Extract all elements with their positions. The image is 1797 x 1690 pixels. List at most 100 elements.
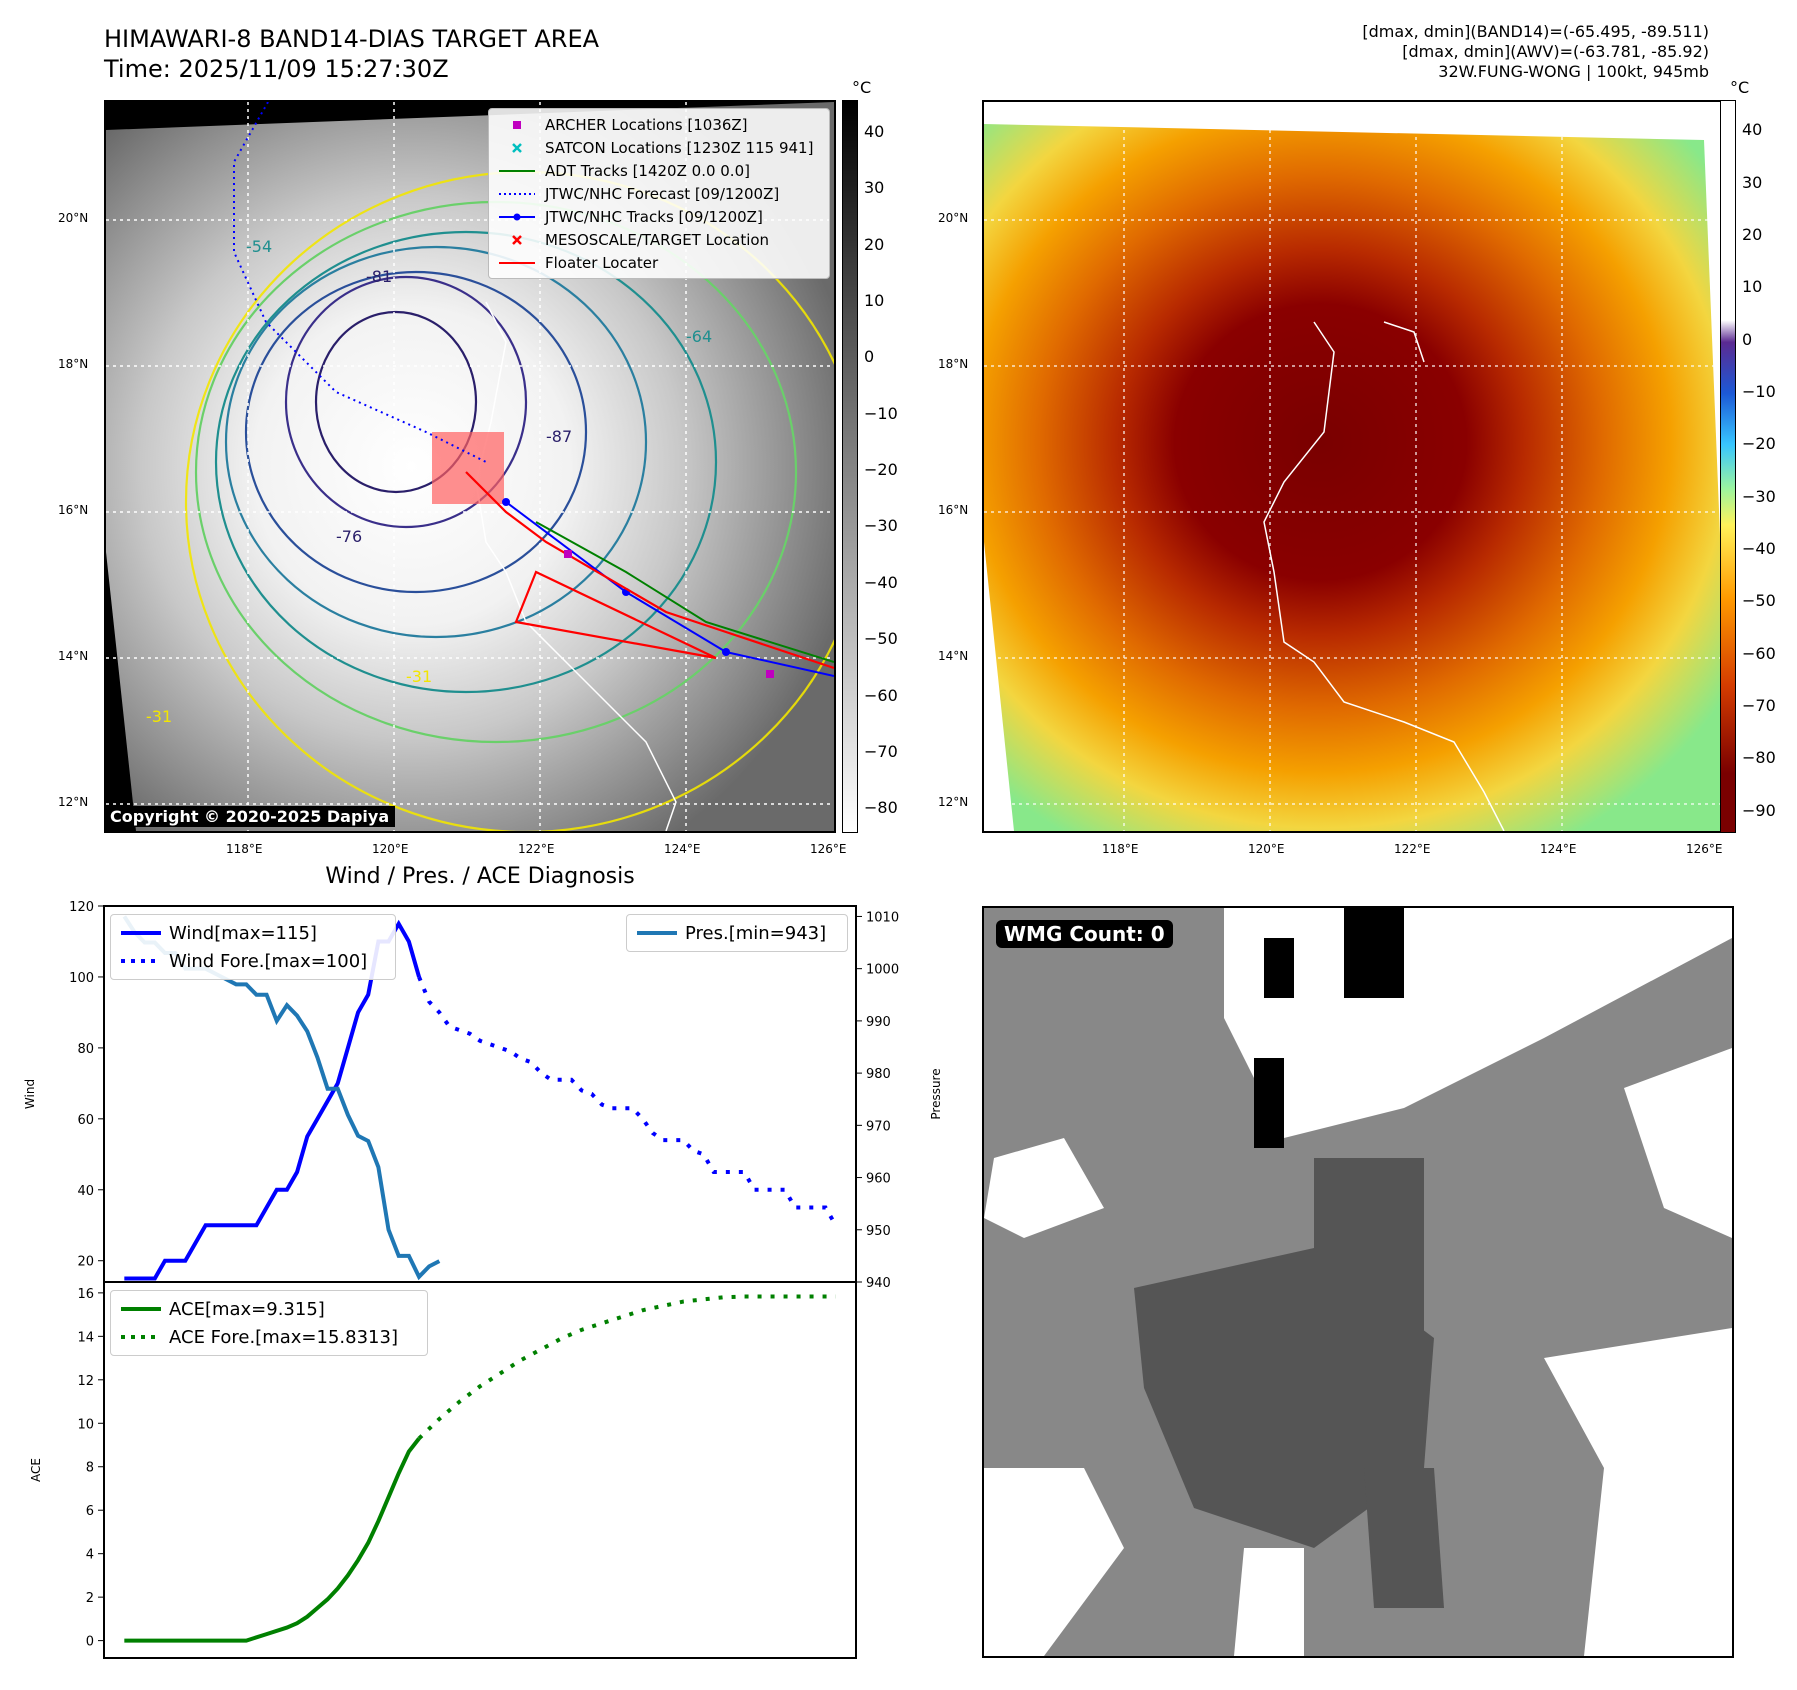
svg-text:-76: -76 [336,527,362,546]
lat-label: 14°N [58,649,89,663]
lat-label: 18°N [58,357,89,371]
legend-marker [495,211,539,223]
wmg-image [984,908,1732,1656]
legend-marker [495,234,539,246]
legend-marker [495,165,539,177]
colorbar-tick-label: 0 [1742,329,1753,349]
svg-text:-87: -87 [546,427,572,446]
map-legend: ARCHER Locations [1036Z] SATCON Locations… [488,108,830,279]
y-tick-label: 12 [77,1374,94,1389]
awv-colorbar [1720,100,1736,833]
y-tick-label-right: 970 [866,1119,891,1134]
legend-label: JTWC/NHC Forecast [09/1200Z] [545,184,780,203]
svg-text:-64: -64 [686,327,712,346]
lat-label: 20°N [58,211,89,225]
legend-label: ACE Fore.[max=15.8313] [169,1326,398,1348]
colorbar-tick-label: 30 [864,178,885,198]
colorbar-tick-label: 30 [1742,172,1763,192]
y-tick-label-right: 1010 [866,910,899,925]
legend-label: MESOSCALE/TARGET Location [545,230,770,249]
series-line [417,1294,836,1440]
y-tick-label: 20 [77,1255,94,1270]
legend-marker [495,119,539,131]
colorbar-tick-label: 10 [864,290,885,310]
colorbar-tick-label: 0 [864,347,875,367]
legend-marker [119,927,163,939]
lon-label: 118°E [226,842,263,856]
figure-info: [dmax, dmin](BAND14)=(-65.495, -89.511) … [1362,22,1709,81]
band14-colorbar [842,100,858,833]
colorbar-unit: °C [852,78,872,97]
legend-label: Floater Locater [545,253,659,272]
y-tick-label-right: 990 [866,1015,891,1030]
legend-item: SATCON Locations [1230Z 115 941] [495,136,823,159]
colorbar-tick-label: 40 [864,121,885,141]
awv-map-image [984,102,1732,831]
lon-label: 122°E [518,842,555,856]
series-line [417,976,838,1227]
svg-text:-31: -31 [406,667,432,686]
legend-marker [119,1303,163,1315]
colorbar-tick-label: −60 [1742,643,1776,663]
y-tick-label-right: 980 [866,1067,891,1082]
lat-label: 20°N [938,211,969,225]
legend-item: JTWC/NHC Forecast [09/1200Z] [495,182,823,205]
wmg-panel [982,906,1734,1658]
colorbar-tick-label: −80 [864,798,898,818]
legend-label: Pres.[min=943] [685,922,827,944]
lon-label: 120°E [1248,842,1285,856]
ace-y-axis-label: ACE [29,1458,43,1482]
legend-marker [635,927,679,939]
y-tick-label: 40 [77,1184,94,1199]
y-tick-label: 10 [77,1417,94,1432]
lat-label: 12°N [58,795,89,809]
band14-map-panel: -31 -31 -54 -64 -81 -76 -87 [104,100,836,833]
lat-label: 16°N [938,503,969,517]
lat-label: 14°N [938,649,969,663]
legend-label: ADT Tracks [1420Z 0.0 0.0] [545,161,750,180]
colorbar-tick-label: −90 [1742,800,1776,820]
colorbar-tick-label: −70 [1742,696,1776,716]
colorbar-tick-label: −30 [1742,486,1776,506]
colorbar-tick-label: −50 [1742,591,1776,611]
lat-label: 16°N [58,503,89,517]
legend-item: ACE[max=9.315] [119,1295,419,1323]
band14-map-image: -31 -31 -54 -64 -81 -76 -87 [106,102,834,831]
y-tick-label-right: 950 [866,1224,891,1239]
wmg-count-label: WMG Count: 0 [996,920,1173,948]
legend-item: Floater Locater [495,251,823,274]
colorbar-tick-label: −10 [864,403,898,423]
legend-item: Wind Fore.[max=100] [119,947,387,975]
figure-title: HIMAWARI-8 BAND14-DIAS TARGET AREA Time:… [104,25,600,83]
lon-label: 124°E [1540,842,1577,856]
colorbar-tick-label: −80 [1742,748,1776,768]
colorbar-tick-label: 20 [1742,224,1763,244]
legend-marker [119,1331,163,1343]
legend-item: ACE Fore.[max=15.8313] [119,1323,419,1351]
ace-axes-frame [103,1281,857,1659]
legend-label: Wind Fore.[max=100] [169,950,368,972]
pressure-legend: Pres.[min=943] [626,914,848,952]
lat-label: 18°N [938,357,969,371]
colorbar-tick-label: −40 [864,572,898,592]
y-tick-label: 80 [77,1042,94,1057]
y-tick-label: 60 [77,1113,94,1128]
legend-marker [119,955,163,967]
legend-item: Wind[max=115] [119,919,387,947]
colorbar-unit-right: °C [1730,78,1750,97]
legend-item: JTWC/NHC Tracks [09/1200Z] [495,205,823,228]
y-tick-label: 120 [69,900,94,915]
y-tick-label: 6 [86,1504,94,1519]
y-tick-label: 0 [86,1635,94,1650]
y-tick-label: 8 [86,1461,94,1476]
legend-marker [495,142,539,154]
colorbar-tick-label: −50 [864,629,898,649]
series-line [124,1437,421,1643]
pressure-y-axis-label: Pressure [929,1068,943,1119]
svg-text:-54: -54 [246,237,272,256]
colorbar-tick-label: −60 [864,685,898,705]
y-tick-label: 100 [69,971,94,986]
y-tick-label: 4 [86,1548,94,1563]
lat-label: 12°N [938,795,969,809]
